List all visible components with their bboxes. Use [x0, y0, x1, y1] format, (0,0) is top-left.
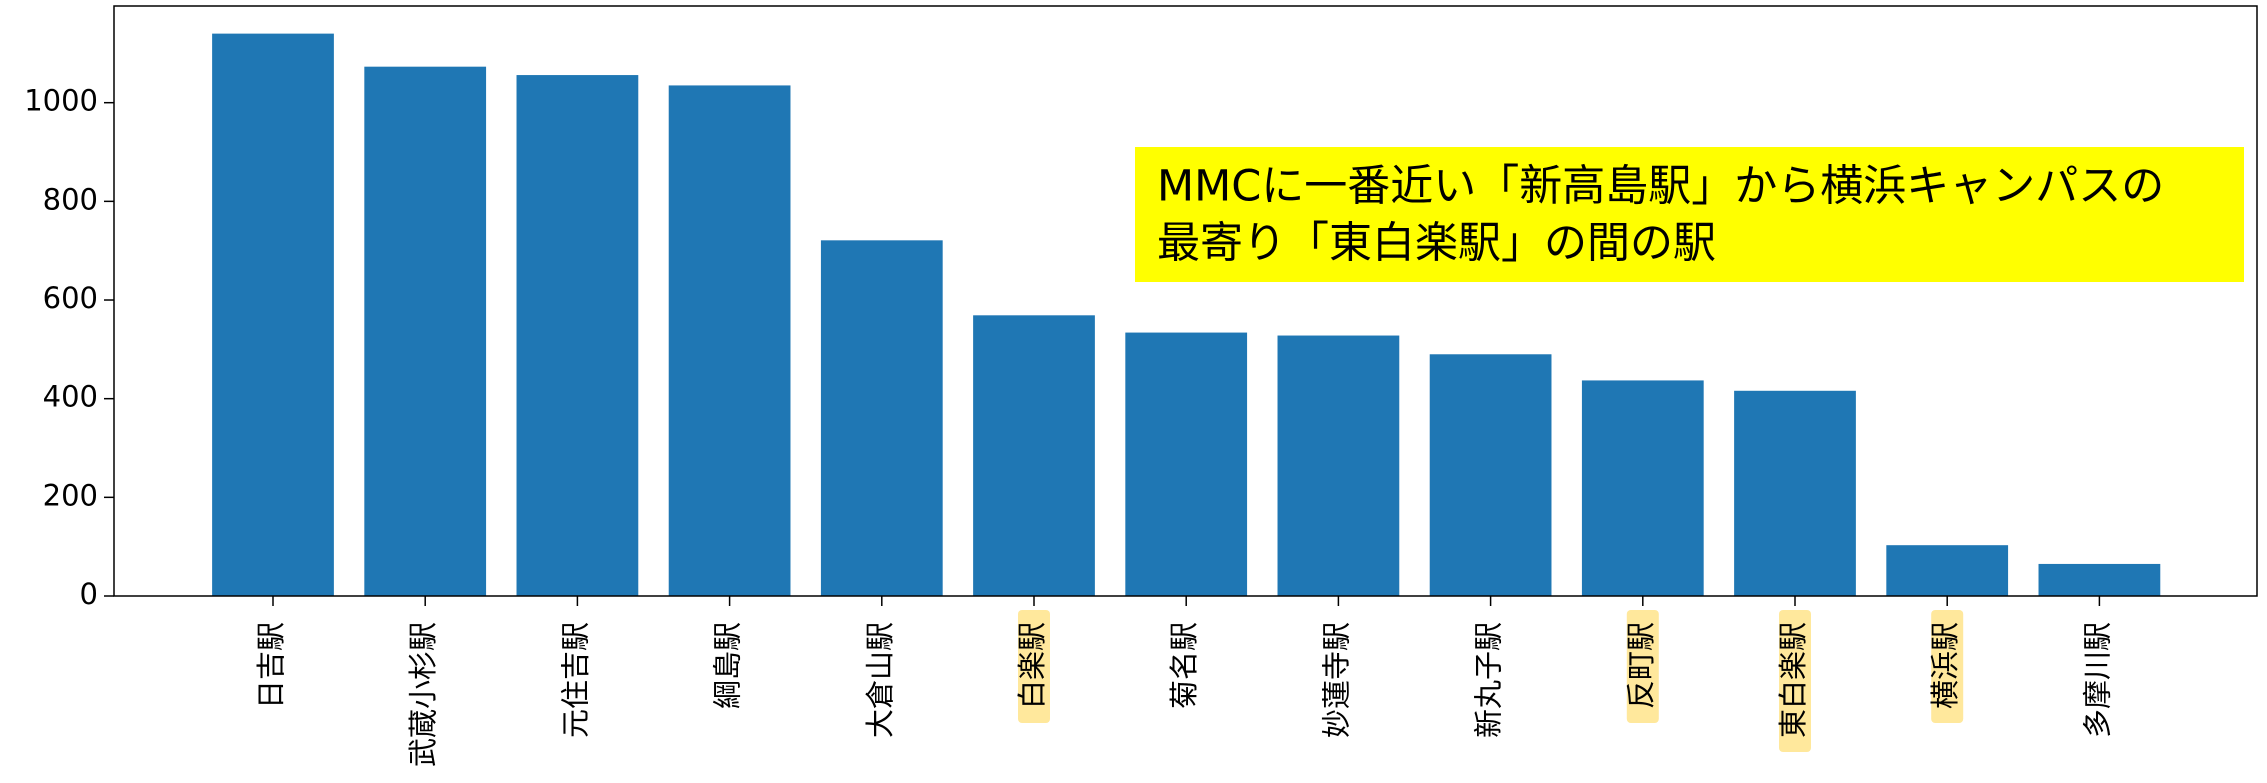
y-tick-label: 1000: [24, 84, 98, 118]
x-tick-label: 反町駅: [1624, 622, 1658, 709]
bar: [1581, 380, 1704, 596]
x-tick-label: 横浜駅: [1928, 622, 1962, 709]
x-tick-label: 妙蓮寺駅: [1319, 622, 1353, 738]
x-tick-label: 多摩川駅: [2080, 622, 2114, 738]
bar: [820, 240, 943, 596]
bar: [668, 85, 791, 596]
x-tick-label: 新丸子駅: [1472, 622, 1506, 738]
annotation-box: [1135, 147, 2244, 282]
y-tick-label: 800: [43, 182, 98, 216]
axes-frame: [113, 5, 2258, 597]
bar: [1734, 390, 1856, 596]
y-tick-label: 600: [43, 281, 98, 315]
y-tick-label: 400: [43, 380, 98, 414]
y-tick-label: 0: [80, 577, 98, 611]
annotation-line: 最寄り「東白楽駅」の間の駅: [1157, 219, 1716, 269]
x-tick-label: 綱島駅: [711, 622, 745, 709]
x-tick-label: 元住吉駅: [558, 622, 592, 738]
bar: [364, 66, 487, 597]
bar: [973, 315, 1095, 596]
x-tick-label: 日吉駅: [254, 622, 288, 709]
annotation-line: MMCに一番近い「新高島駅」から横浜キャンパスの: [1157, 162, 2164, 212]
bar: [1886, 545, 2009, 596]
x-tick-label: 菊名駅: [1167, 622, 1201, 709]
bar: [212, 33, 334, 596]
label-highlight: [1626, 610, 1659, 724]
bar: [516, 75, 639, 597]
bar: [2038, 563, 2161, 596]
y-tick-label: 200: [43, 478, 98, 512]
bar: [1125, 332, 1248, 596]
x-tick-label: 東白楽駅: [1776, 622, 1810, 738]
bar: [1429, 354, 1552, 596]
label-highlight: [1018, 610, 1050, 724]
x-tick-label: 武蔵小杉駅: [406, 622, 440, 767]
label-highlight: [1779, 610, 1811, 753]
label-highlight: [1931, 610, 1964, 724]
bar: [1277, 335, 1400, 596]
x-tick-label: 白楽駅: [1015, 622, 1049, 709]
x-tick-label: 大倉山駅: [863, 622, 897, 738]
highlights: [1018, 610, 1964, 753]
